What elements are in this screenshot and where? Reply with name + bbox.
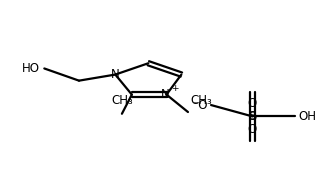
Text: +: + [171,84,178,93]
Text: ⁻O: ⁻O [192,99,208,112]
Text: S: S [247,110,257,123]
Text: N: N [111,68,120,81]
Text: O: O [248,97,257,110]
Text: N: N [161,88,169,101]
Text: CH₃: CH₃ [190,94,212,107]
Text: HO: HO [22,62,40,75]
Text: O: O [248,123,257,136]
Text: CH₃: CH₃ [111,94,133,107]
Text: OH: OH [298,110,316,123]
